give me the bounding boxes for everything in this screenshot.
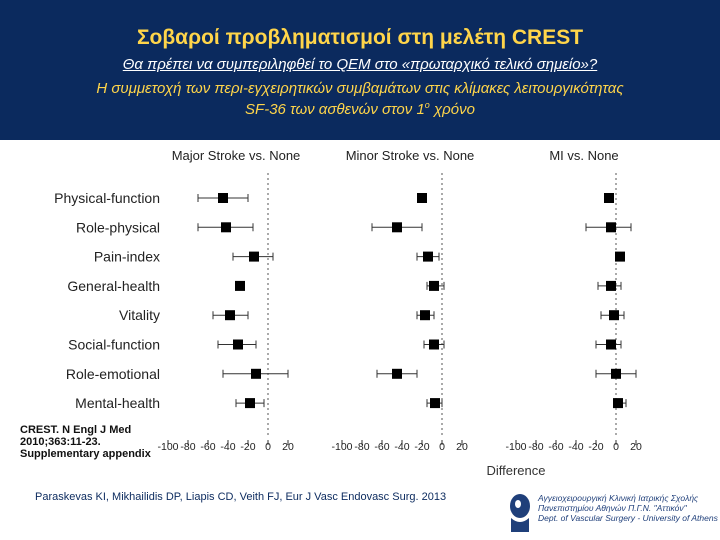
subtitle-timeframe-superscript: ο [424,100,430,110]
slide-subtitle-timeframe: SF-36 των ασθενών στον 1ο χρόνο [0,100,720,118]
institution-line-1: Αγγειοχειρουργική Κλινική Ιατρικής Σχολή… [538,493,699,503]
category-label: Role-physical [76,219,160,235]
tick-label: -100 [331,441,352,453]
point-estimate-marker [606,339,616,350]
tick-label: 20 [282,441,294,453]
point-estimate-marker [615,251,625,262]
category-label: Pain-index [94,249,160,265]
x-axis-label: Difference [486,463,545,478]
tick-label: -20 [588,441,603,453]
point-estimate-marker [392,222,402,233]
forest-plot: Physical-function Role-physical Pain-index… [54,148,642,478]
category-label: Mental-health [75,395,160,411]
tick-label: -80 [354,441,369,453]
category-label: General-health [67,278,160,294]
point-estimate-marker [606,222,616,233]
point-estimate-marker [221,222,231,233]
tick-label: 20 [630,441,642,453]
tick-label: 0 [265,441,271,453]
slide-subtitle-description: Η συμμετοχή των περι-εγχειρητικών συμβαμ… [96,80,624,97]
footer-reference: Paraskevas KI, Mikhailidis DP, Liapis CD… [35,491,447,503]
tick-label: -20 [240,441,255,453]
institution-line-3: Dept. of Vascular Surgery - University o… [538,513,718,523]
citation-line-1: CREST. N Engl J Med [20,424,132,436]
point-estimate-marker [249,251,259,262]
tick-label: -100 [157,441,178,453]
tick-label: -40 [568,441,583,453]
tick-label: -60 [200,441,215,453]
tick-label: -100 [505,441,526,453]
tick-label: 20 [456,441,468,453]
tick-label: -20 [414,441,429,453]
slide-title: Σοβαροί προβληματισμοί στη μελέτη CREST [136,26,584,49]
category-label: Social-function [68,337,160,353]
tick-label: -60 [374,441,389,453]
institution-line-2: Πανεπιστημίου Αθηνών Π.Γ.Ν. "Αττικόν" [538,503,687,513]
panel-title: Minor Stroke vs. None [346,148,475,163]
point-estimate-marker [251,368,261,379]
tick-label: -80 [528,441,543,453]
category-label: Physical-function [54,190,160,206]
point-estimate-marker [430,398,440,409]
tick-label: -60 [548,441,563,453]
citation-line-2: 2010;363:11-23. [20,436,101,448]
point-estimate-marker [392,368,402,379]
panel-title: Major Stroke vs. None [172,148,301,163]
point-estimate-marker [233,339,243,350]
point-estimate-marker [606,280,616,291]
point-estimate-marker [429,280,439,291]
subtitle-timeframe-suffix: χρόνο [429,101,475,118]
point-estimate-marker [225,310,235,321]
point-estimate-marker [218,193,228,203]
chart-citation: CREST. N Engl J Med 2010;363:11-23. Supp… [20,424,180,460]
tick-label: 0 [613,441,619,453]
point-estimate-marker [235,280,245,291]
subtitle-timeframe-text: SF-36 των ασθενών στον 1 [245,101,425,118]
slide-subtitle-question: Θα πρέπει να συμπεριληφθεί το QEM στο «π… [122,56,598,73]
point-estimate-marker [604,193,614,203]
point-estimate-marker [613,398,623,409]
slide-footer [0,485,720,540]
category-label: Role-emotional [66,366,160,382]
slide-header [0,0,720,140]
point-estimate-marker [423,251,433,262]
tick-label: -40 [220,441,235,453]
institution-label: Αγγειοχειρουργική Κλινική Ιατρικής Σχολή… [538,493,718,523]
university-logo-icon [510,494,530,532]
citation-line-3: Supplementary appendix [20,448,151,460]
point-estimate-marker [429,339,439,350]
point-estimate-marker [417,193,427,203]
tick-label: -40 [394,441,409,453]
point-estimate-marker [245,398,255,409]
forest-plot-area: Physical-function Role-physical Pain-index… [16,143,694,485]
panel-title: MI vs. None [549,148,618,163]
point-estimate-marker [420,310,430,321]
point-estimate-marker [609,310,619,321]
tick-label: 0 [439,441,445,453]
category-label: Vitality [119,307,160,323]
tick-label: -80 [180,441,195,453]
point-estimate-marker [611,368,621,379]
